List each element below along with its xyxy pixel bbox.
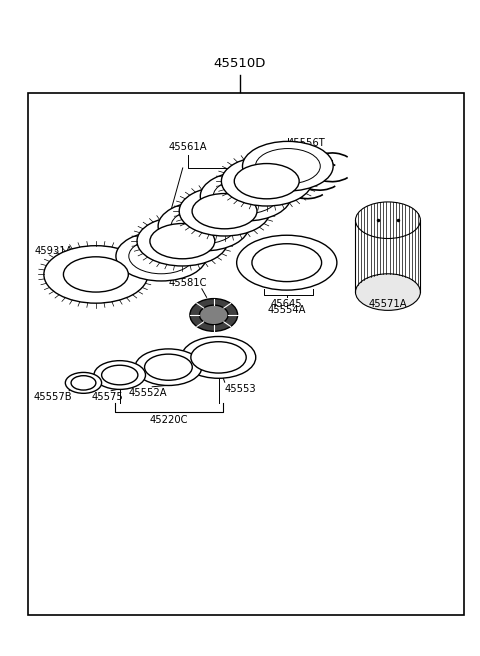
Ellipse shape [179, 186, 270, 236]
Text: 45575: 45575 [92, 392, 123, 402]
Text: 45645: 45645 [271, 299, 302, 309]
Text: 45510D: 45510D [214, 57, 266, 70]
Ellipse shape [255, 148, 320, 184]
Text: 45554A: 45554A [267, 305, 306, 315]
Ellipse shape [94, 361, 145, 390]
Ellipse shape [116, 232, 206, 281]
Ellipse shape [102, 365, 138, 385]
Text: 45557B: 45557B [34, 392, 72, 402]
Text: 45552A: 45552A [129, 388, 168, 398]
Ellipse shape [71, 376, 96, 390]
Text: 45220C: 45220C [150, 415, 188, 425]
Ellipse shape [129, 239, 194, 274]
Text: 45553: 45553 [225, 384, 256, 394]
Ellipse shape [44, 246, 148, 303]
Ellipse shape [63, 256, 128, 292]
Ellipse shape [158, 201, 249, 251]
Ellipse shape [237, 236, 337, 290]
Ellipse shape [199, 305, 228, 325]
Ellipse shape [150, 224, 215, 258]
Ellipse shape [252, 244, 322, 281]
Ellipse shape [144, 354, 192, 380]
Bar [28, 93, 464, 615]
Ellipse shape [234, 163, 299, 199]
Ellipse shape [192, 194, 257, 229]
Text: 45931A: 45931A [35, 246, 73, 256]
Ellipse shape [181, 337, 256, 379]
Ellipse shape [190, 298, 238, 331]
Ellipse shape [65, 373, 102, 394]
Ellipse shape [242, 142, 333, 191]
Text: 45571A: 45571A [369, 298, 407, 308]
Text: 45556T: 45556T [288, 138, 326, 148]
Text: 45581C: 45581C [168, 277, 207, 287]
Ellipse shape [135, 349, 202, 386]
Text: 45561A: 45561A [168, 142, 207, 152]
Ellipse shape [171, 209, 236, 244]
Ellipse shape [260, 249, 313, 277]
Ellipse shape [221, 156, 312, 206]
Ellipse shape [213, 178, 278, 214]
Ellipse shape [191, 342, 246, 373]
Ellipse shape [137, 216, 228, 266]
Ellipse shape [356, 274, 420, 310]
Ellipse shape [200, 171, 291, 221]
